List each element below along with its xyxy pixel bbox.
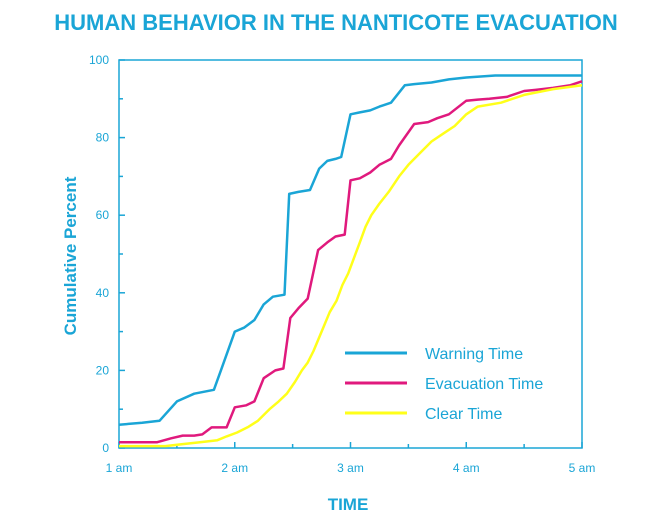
y-tick-label: 60 <box>96 208 110 222</box>
series-line-warning-time <box>118 74 582 426</box>
y-tick-label: 20 <box>96 363 110 377</box>
y-axis-title: Cumulative Percent <box>61 176 80 335</box>
series-lines <box>118 74 583 448</box>
chart-title: HUMAN BEHAVIOR IN THE NANTICOTE EVACUATI… <box>54 10 617 35</box>
legend: Warning Time Evacuation Time Clear Time <box>345 346 543 423</box>
x-tick-label: 4 am <box>453 461 480 475</box>
y-tick-label: 0 <box>102 441 109 455</box>
y-tick-label: 100 <box>89 53 109 67</box>
x-tick-label: 1 am <box>106 461 133 475</box>
x-tick-label: 3 am <box>337 461 364 475</box>
series-line-clear-time <box>119 83 583 448</box>
y-tick-label: 80 <box>96 131 110 145</box>
legend-label-evacuation-time: Evacuation Time <box>425 376 543 393</box>
legend-label-warning-time: Warning Time <box>425 346 523 363</box>
x-tick-label: 5 am <box>569 461 596 475</box>
x-axis-title: TIME <box>328 495 369 514</box>
x-tick-label: 2 am <box>221 461 248 475</box>
axis-ticks: 0 20 40 60 80 100 1 am 2 am 3 am 4 am 5 am <box>89 53 595 475</box>
y-tick-label: 40 <box>96 286 110 300</box>
legend-label-clear-time: Clear Time <box>425 406 502 423</box>
series-line-evacuation-time <box>119 80 583 444</box>
